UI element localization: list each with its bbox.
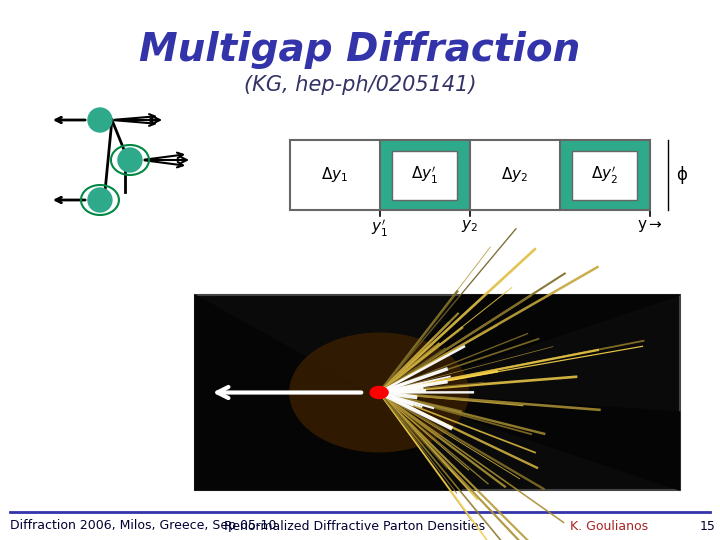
Text: K. Goulianos: K. Goulianos [570,519,648,532]
Text: Diffraction 2006, Milos, Greece, Sep 05-10: Diffraction 2006, Milos, Greece, Sep 05-… [10,519,276,532]
Text: $\mathrm{y}\rightarrow$: $\mathrm{y}\rightarrow$ [636,218,662,234]
Bar [469,140,559,210]
Text: Renormalized Diffractive Parton Densities: Renormalized Diffractive Parton Densitie… [224,519,485,532]
Text: ϕ: ϕ [675,166,687,184]
Polygon shape [389,393,680,490]
Text: Multigap Diffraction: Multigap Diffraction [139,31,580,69]
Text: $\Delta y_1'$: $\Delta y_1'$ [411,165,438,186]
Text: 15: 15 [700,519,716,532]
Bar [572,151,637,199]
Circle shape [88,188,112,212]
Polygon shape [195,393,462,490]
Text: $\Delta y_2$: $\Delta y_2$ [501,165,528,185]
Ellipse shape [289,333,469,453]
Bar [290,140,380,210]
Bar [195,295,680,490]
Bar [559,140,649,210]
Polygon shape [195,295,369,490]
Circle shape [118,148,142,172]
Text: $\Delta y_1$: $\Delta y_1$ [321,165,348,185]
Text: $\Delta y_2'$: $\Delta y_2'$ [591,165,618,186]
Ellipse shape [370,387,388,399]
Bar [195,295,680,490]
Circle shape [88,108,112,132]
Bar [380,140,469,210]
Bar [290,140,649,210]
Text: $y_1'$: $y_1'$ [372,218,388,239]
Bar [392,151,457,199]
Text: $y_2$: $y_2$ [462,218,478,234]
Polygon shape [389,295,680,393]
Text: (KG, hep-ph/0205141): (KG, hep-ph/0205141) [243,75,476,95]
